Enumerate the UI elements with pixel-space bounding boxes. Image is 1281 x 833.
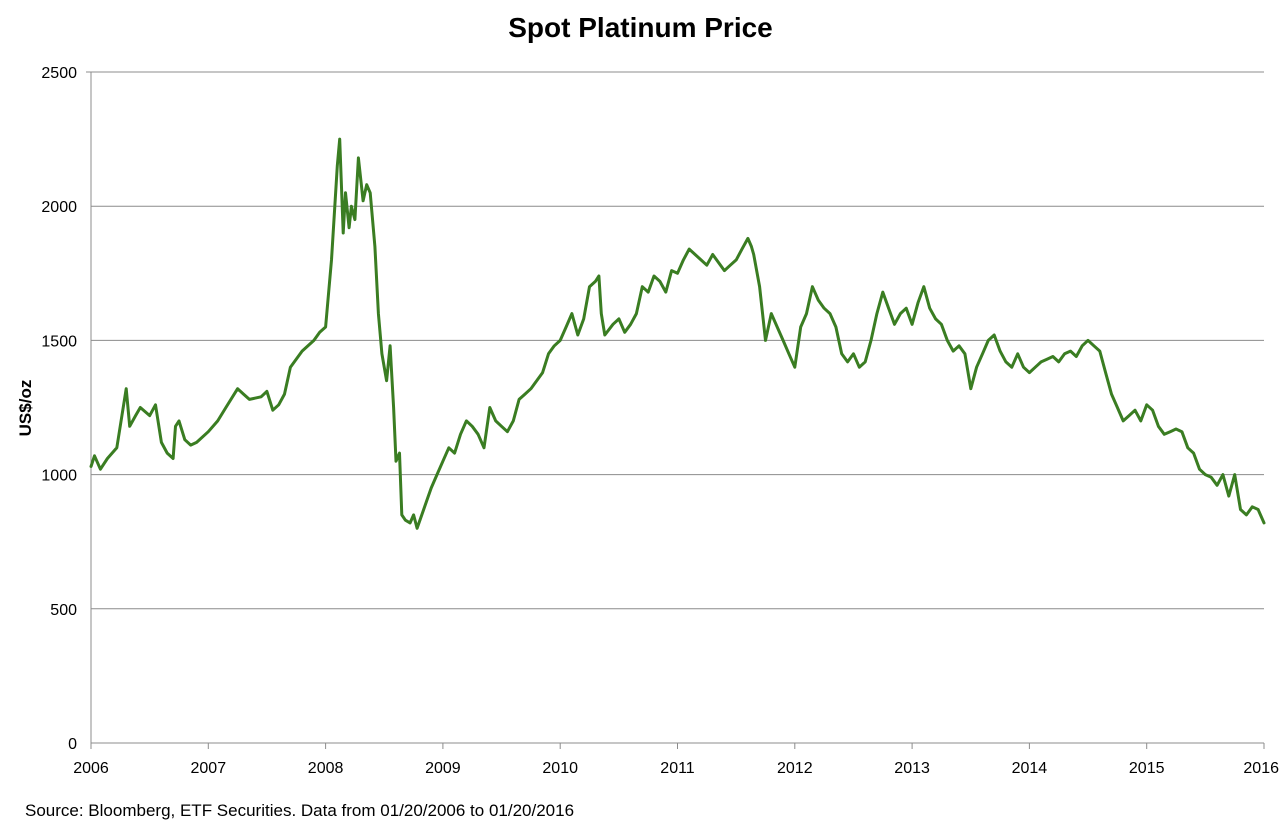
y-tick-label: 0 <box>68 736 77 753</box>
y-tick-label: 2000 <box>41 199 77 216</box>
y-tick-label: 1000 <box>41 468 77 485</box>
x-tick-label: 2013 <box>894 760 930 777</box>
y-tick-label: 1500 <box>41 333 77 350</box>
x-tick-label: 2012 <box>777 760 813 777</box>
chart-title: Spot Platinum Price <box>508 12 773 43</box>
x-tick-label: 2006 <box>73 760 109 777</box>
x-tick-label: 2016 <box>1243 760 1279 777</box>
x-tick-label: 2014 <box>1012 760 1048 777</box>
x-tick-label: 2008 <box>308 760 344 777</box>
source-note: Source: Bloomberg, ETF Securities. Data … <box>25 801 575 820</box>
series-layer <box>89 137 1266 530</box>
gridlines <box>91 71 1264 610</box>
y-tick-label: 500 <box>50 602 77 619</box>
axes <box>86 71 1265 749</box>
y-axis-label: US$/oz <box>16 380 35 437</box>
x-tick-label: 2015 <box>1129 760 1165 777</box>
tick-labels: 0 500 1000 1500 2000 2500 2006 2007 2008 2009 2010… <box>41 65 1279 777</box>
x-tick-label: 2010 <box>542 760 578 777</box>
x-tick-label: 2009 <box>425 760 461 777</box>
series-line-platinum-price <box>89 137 1266 530</box>
x-tick-label: 2011 <box>660 760 695 777</box>
y-tick-label: 2500 <box>41 65 77 82</box>
x-tick-label: 2007 <box>191 760 227 777</box>
